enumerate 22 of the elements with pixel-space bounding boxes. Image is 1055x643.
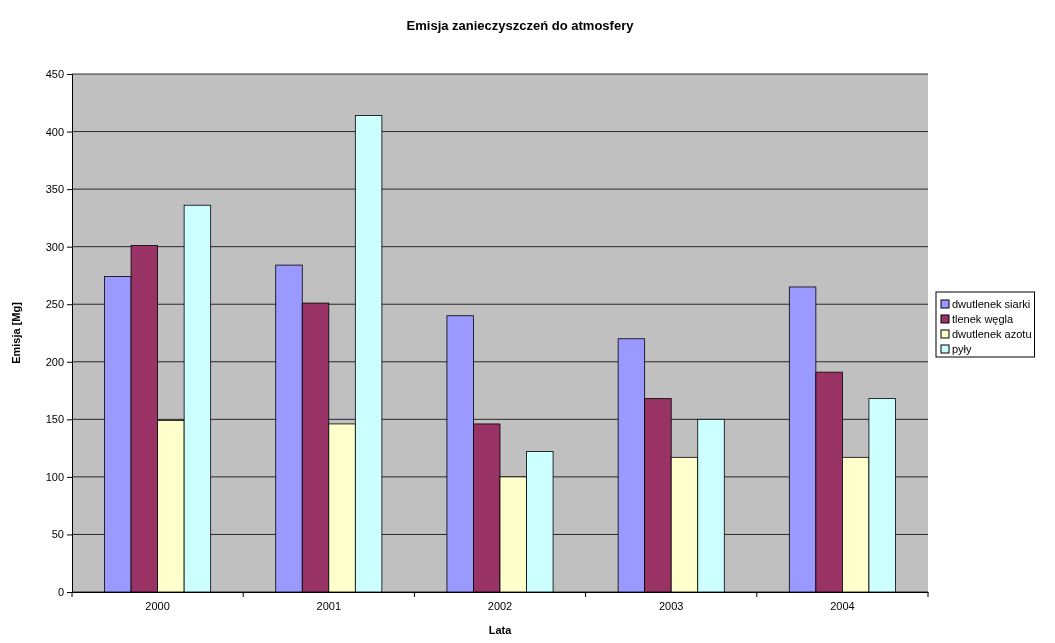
- chart-title: Emisja zanieczyszczeń do atmosfery: [406, 18, 635, 33]
- x-tick-label: 2004: [830, 599, 855, 612]
- legend-label: tlenek węgla: [952, 313, 1015, 325]
- y-tick-label: 150: [45, 413, 64, 426]
- y-tick-label: 50: [51, 528, 64, 541]
- x-axis-title: Lata: [488, 624, 513, 636]
- y-tick-label: 450: [45, 68, 64, 81]
- legend-label: pyły: [952, 343, 973, 355]
- y-tick-label: 250: [45, 298, 64, 311]
- y-tick-label: 200: [45, 355, 64, 368]
- y-tick-label: 350: [45, 183, 64, 196]
- x-tick-label: 2002: [487, 599, 513, 612]
- legend-label: dwutlenek azotu: [952, 328, 1032, 340]
- x-tick-label: 2001: [316, 599, 342, 612]
- legend-label: dwutlenek siarki: [952, 298, 1031, 310]
- y-tick-label: 100: [45, 470, 64, 483]
- x-tick-label: 2000: [145, 599, 170, 612]
- y-tick-label: 300: [45, 240, 64, 253]
- y-tick-label: 400: [45, 125, 64, 138]
- y-tick-label: 0: [57, 586, 64, 599]
- y-axis-title: Emisja [Mg]: [10, 301, 22, 364]
- x-tick-label: 2003: [658, 599, 684, 612]
